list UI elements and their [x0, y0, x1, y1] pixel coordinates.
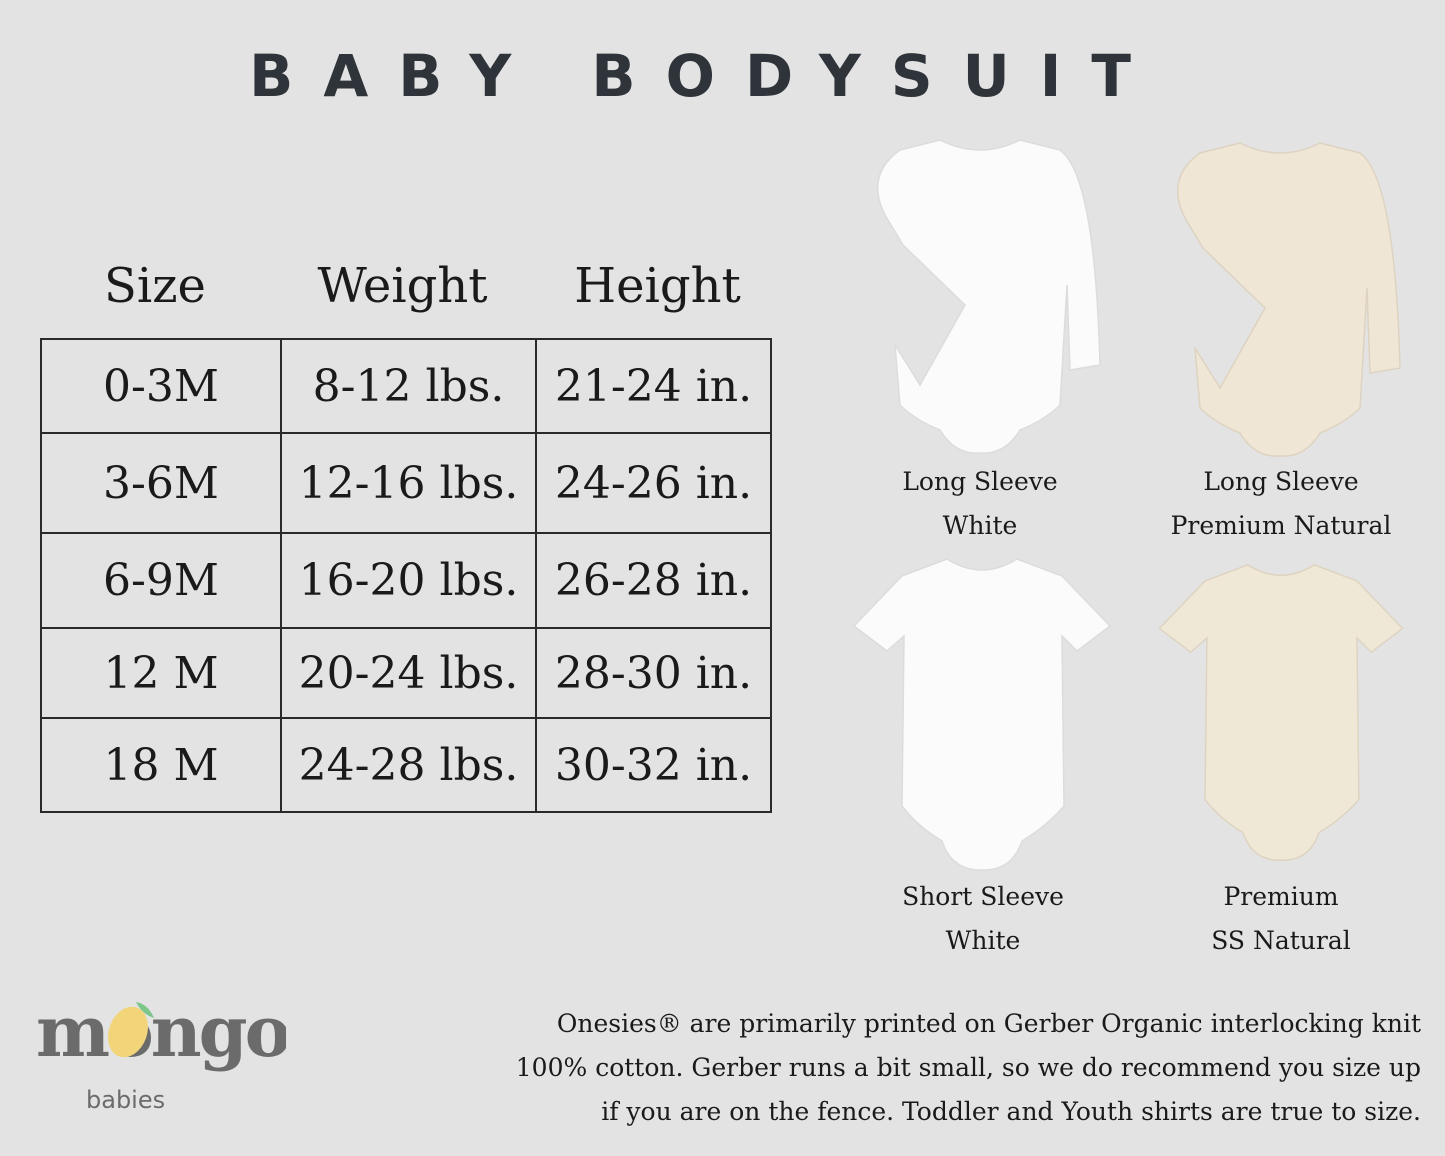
caption-line: Premium Natural	[1170, 511, 1392, 540]
table-row: 3-6M 12-16 lbs. 24-26 in.	[40, 432, 772, 534]
cell-height: 30-32 in.	[535, 717, 772, 813]
footer-line: Onesies® are primarily printed on Gerber…	[556, 1009, 1421, 1038]
product-caption-premium-ss-natural: Premium SS Natural	[1121, 875, 1441, 963]
caption-line: White	[942, 511, 1018, 540]
long-sleeve-natural-bodysuit-image	[1177, 142, 1401, 457]
caption-line: SS Natural	[1211, 926, 1351, 955]
cell-weight: 20-24 lbs.	[280, 627, 537, 719]
short-sleeve-white-bodysuit-image	[852, 558, 1112, 871]
table-row: 18 M 24-28 lbs. 30-32 in.	[40, 717, 772, 813]
caption-line: Long Sleeve	[902, 467, 1058, 496]
size-table: 0-3M 8-12 lbs. 21-24 in. 3-6M 12-16 lbs. 24-…	[40, 338, 772, 813]
cell-height: 26-28 in.	[535, 532, 772, 629]
product-caption-long-sleeve-white: Long Sleeve White	[820, 460, 1140, 548]
short-sleeve-natural-bodysuit-image	[1158, 564, 1404, 861]
cell-size: 0-3M	[40, 338, 282, 434]
caption-line: White	[945, 926, 1021, 955]
footer-line: if you are on the fence. Toddler and You…	[601, 1097, 1421, 1126]
logo-subtext: babies	[86, 1086, 165, 1114]
cell-weight: 16-20 lbs.	[280, 532, 537, 629]
mongo-babies-logo: mongo babies	[36, 996, 286, 1114]
cell-size: 18 M	[40, 717, 282, 813]
product-caption-long-sleeve-natural: Long Sleeve Premium Natural	[1121, 460, 1441, 548]
cell-height: 21-24 in.	[535, 338, 772, 434]
cell-size: 3-6M	[40, 432, 282, 534]
table-row: 6-9M 16-20 lbs. 26-28 in.	[40, 532, 772, 629]
header-weight: Weight	[317, 258, 488, 314]
caption-line: Long Sleeve	[1203, 467, 1359, 496]
cell-weight: 8-12 lbs.	[280, 338, 537, 434]
cell-height: 28-30 in.	[535, 627, 772, 719]
footer-line: 100% cotton. Gerber runs a bit small, so…	[515, 1053, 1421, 1082]
caption-line: Premium	[1223, 882, 1339, 911]
cell-size: 12 M	[40, 627, 282, 719]
table-row: 12 M 20-24 lbs. 28-30 in.	[40, 627, 772, 719]
cell-weight: 12-16 lbs.	[280, 432, 537, 534]
footer-note: Onesies® are primarily printed on Gerber…	[516, 1002, 1421, 1134]
header-height: Height	[574, 258, 741, 314]
cell-height: 24-26 in.	[535, 432, 772, 534]
page-title: BABY BODYSUIT	[249, 42, 1161, 110]
table-row: 0-3M 8-12 lbs. 21-24 in.	[40, 338, 772, 434]
cell-size: 6-9M	[40, 532, 282, 629]
cell-weight: 24-28 lbs.	[280, 717, 537, 813]
product-caption-short-sleeve-white: Short Sleeve White	[823, 875, 1143, 963]
logo-word: mongo	[36, 996, 286, 1073]
long-sleeve-white-bodysuit-image	[877, 139, 1101, 454]
caption-line: Short Sleeve	[902, 882, 1064, 911]
header-size: Size	[104, 258, 206, 314]
